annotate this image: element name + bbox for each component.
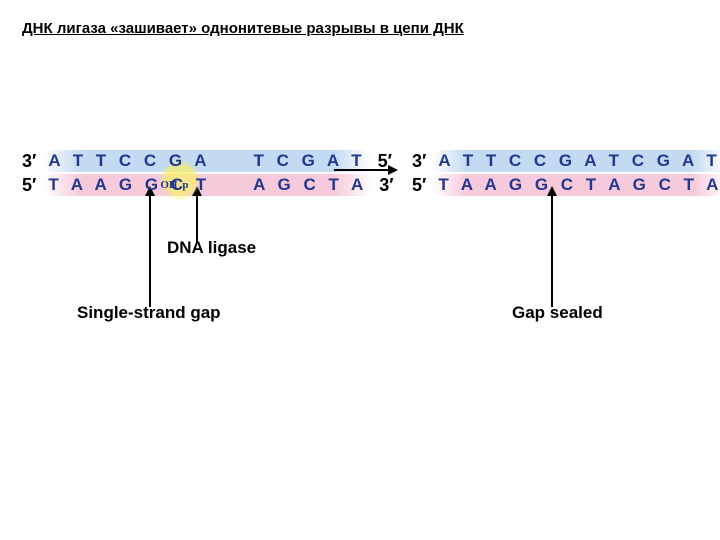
gap-sealed-label: Gap sealed [512, 303, 603, 323]
p-label: p [182, 180, 188, 190]
sequence-text: T A A G G C T A G C T A [432, 174, 720, 196]
left-top-strand: 3′ A T T C C G A T C G A T 5′ [22, 150, 394, 172]
seq-box-left-bottom: T A A G G C T A G C T A OH p [42, 174, 373, 196]
end-label-3p: 3′ [22, 151, 36, 172]
right-duplex: 3′ A T T C C G A T C G A T 5′ 5′ T A A G… [412, 150, 720, 196]
ssgap-pointer-arrow-icon [140, 184, 160, 309]
right-bottom-strand: 5′ T A A G G C T A G C T A 3′ [412, 174, 720, 196]
end-label-5p: 5′ [22, 175, 36, 196]
sequence-text: T A A G G C T A G C T A [42, 174, 373, 196]
sequence-text: A T T C C G A T C G A T [42, 150, 371, 172]
oh-label: OH [160, 180, 177, 190]
dna-ligase-label: DNA ligase [167, 238, 256, 258]
end-label-5p: 5′ [412, 175, 426, 196]
end-label-3p: 3′ [412, 151, 426, 172]
left-bottom-strand: 5′ T A A G G C T A G C T A OH p 3′ [22, 174, 394, 196]
seq-box-right-bottom: T A A G G C T A G C T A [432, 174, 720, 196]
sealed-pointer-arrow-icon [542, 184, 562, 309]
sequence-text: A T T C C G A T C G A T [432, 150, 720, 172]
single-strand-gap-label: Single-strand gap [77, 303, 221, 323]
right-top-strand: 3′ A T T C C G A T C G A T 5′ [412, 150, 720, 172]
seq-box-right-top: A T T C C G A T C G A T [432, 150, 720, 172]
seq-box-left-top: A T T C C G A T C G A T [42, 150, 371, 172]
page-title: ДНК лигаза «зашивает» однонитевые разрыв… [22, 20, 464, 37]
